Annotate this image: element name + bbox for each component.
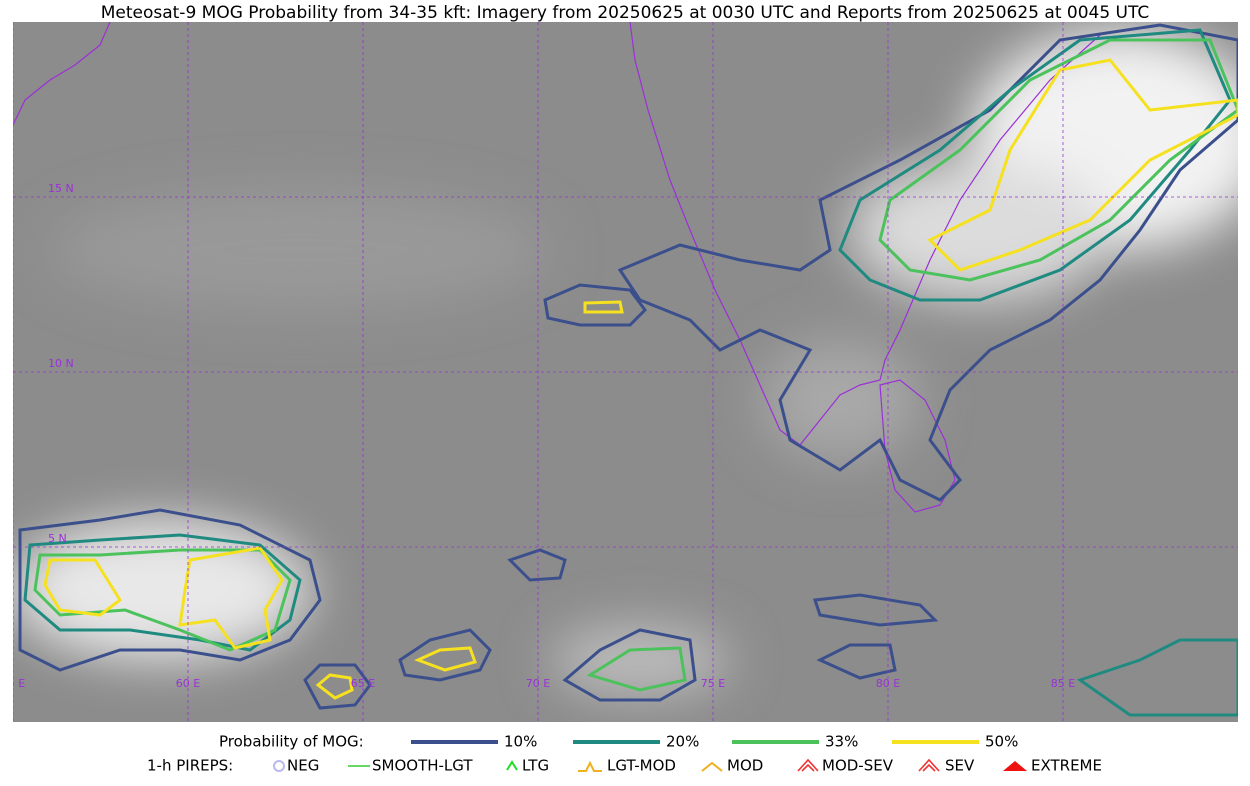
lat-label: 10 N: [48, 357, 74, 370]
grid: 15 N 10 N 5 N 55 E 60 E 65 E 70 E 75 E 80 E 85 E: [1, 22, 1238, 722]
legend-label: SEV: [945, 757, 975, 775]
legend: Probability of MOG: 10% 20% 33% 50% 1-h PIREP…: [147, 733, 1102, 775]
pirep-icon: [918, 758, 940, 772]
lat-label: 5 N: [48, 532, 67, 545]
lon-label: 65 E: [351, 677, 375, 690]
legend-label: EXTREME: [1031, 757, 1102, 775]
pirep-icon: [578, 760, 602, 772]
mog-contours: [18, 23, 1238, 717]
map: 15 N 10 N 5 N 55 E 60 E 65 E 70 E 75 E 80 E 85 E: [1, 22, 1238, 722]
pirep-icon: [1003, 761, 1027, 771]
lon-label: 80 E: [876, 677, 900, 690]
lon-label: 70 E: [526, 677, 550, 690]
pirep-icon: [273, 760, 285, 772]
legend-label: LGT-MOD: [607, 757, 676, 775]
legend-title: 1-h PIREPS:: [147, 757, 233, 775]
legend-label: LTG: [522, 757, 549, 775]
cloud-brightness: [13, 30, 1238, 695]
title: Meteosat-9 MOG Probability from 34-35 kf…: [101, 3, 1150, 23]
legend-label: 10%: [504, 733, 537, 751]
legend-label: 33%: [825, 733, 858, 751]
legend-label: MOD: [727, 757, 763, 775]
lon-label: 85 E: [1051, 677, 1075, 690]
legend-label: SMOOTH-LGT: [372, 757, 473, 775]
legend-label: 50%: [985, 733, 1018, 751]
legend-label: MOD-SEV: [822, 757, 894, 775]
pirep-icon: [506, 760, 518, 771]
pirep-icon: [797, 758, 819, 772]
legend-title: Probability of MOG:: [219, 733, 364, 751]
pirep-icon: [701, 761, 723, 772]
lat-label: 15 N: [48, 182, 74, 195]
legend-label: 20%: [666, 733, 699, 751]
lon-label: 60 E: [176, 677, 200, 690]
lon-label: 75 E: [701, 677, 725, 690]
lon-label: 55 E: [1, 677, 25, 690]
legend-label: NEG: [287, 757, 319, 775]
